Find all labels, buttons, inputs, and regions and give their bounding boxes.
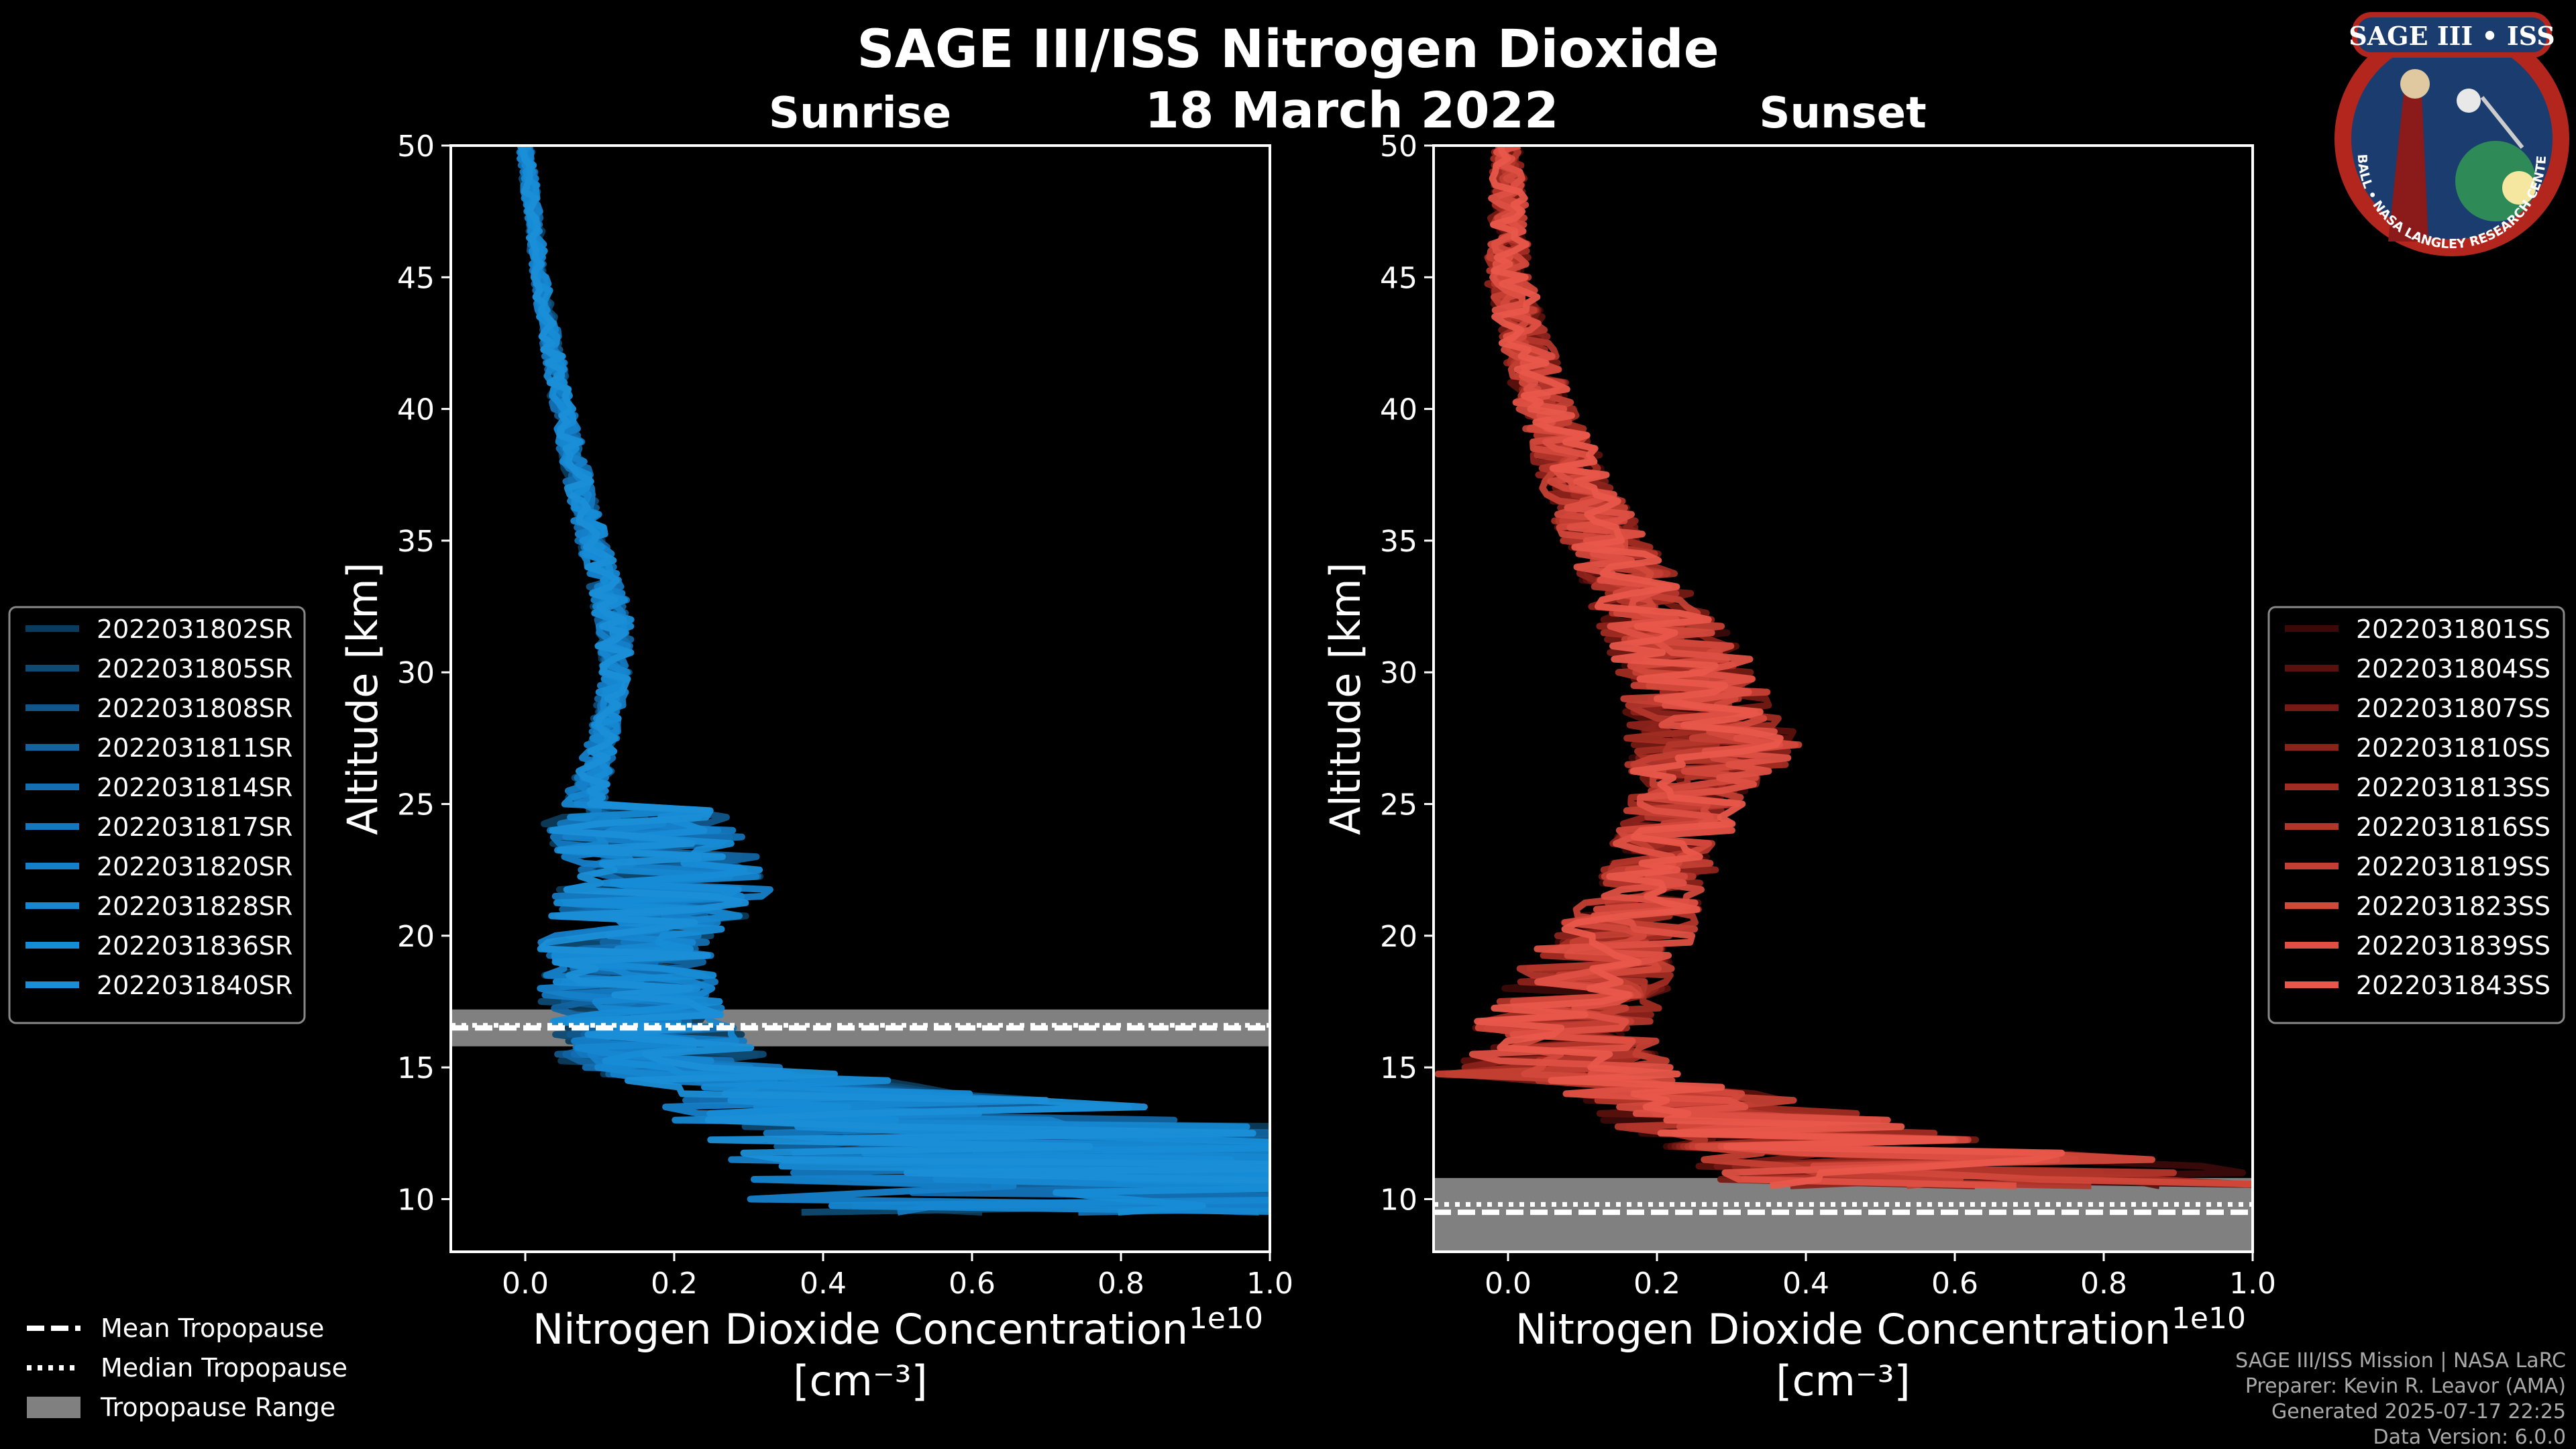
legend-label-2022031814SR: 2022031814SR — [97, 773, 292, 802]
x-axis-unit: [cm⁻³] — [793, 1356, 927, 1405]
credit-mission: SAGE III/ISS Mission | NASA LaRC — [2235, 1349, 2566, 1373]
legend-label-2022031820SR: 2022031820SR — [97, 852, 292, 881]
axes-frame — [449, 144, 1271, 1253]
sunrise-panel: 0.0 0.2 0.4 0.6 0.8 1.0 10 15 20 25 30 35 40 45 50 Sunr… — [8, 89, 1293, 1405]
tropopause-legend: Mean Tropopause Median Tropopause Tropop… — [27, 1313, 347, 1422]
legend-box — [2267, 606, 2565, 1024]
x-tick-label: 0.8 — [1097, 1267, 1144, 1301]
y-tick-label: 40 — [1380, 393, 1417, 427]
legend-range-label: Tropopause Range — [100, 1393, 335, 1422]
y-tick-label: 50 — [397, 129, 435, 164]
x-tick-label: 0.2 — [1633, 1267, 1680, 1301]
logo-figure — [2388, 80, 2428, 241]
x-tick-label: 0.8 — [2080, 1267, 2127, 1301]
y-tick-label: 35 — [1380, 525, 1417, 559]
series-legend: 2022031801SS 2022031804SS 2022031807SS 2022… — [2267, 606, 2565, 1024]
legend-label-2022031823SS: 2022031823SS — [2356, 892, 2551, 921]
legend-label-2022031817SR: 2022031817SR — [97, 812, 292, 842]
panel-title: Sunrise — [769, 89, 951, 138]
panel-title: Sunset — [1759, 89, 1926, 138]
logo-text: SAGE III • ISS — [2349, 21, 2555, 51]
profile-2022031840SR — [517, 146, 1270, 1184]
x-tick-label: 0.6 — [1931, 1267, 1978, 1301]
legend-label-2022031801SS: 2022031801SS — [2356, 614, 2551, 644]
x-tick-label: 0.0 — [1485, 1267, 1532, 1301]
legend-mean-label: Mean Tropopause — [101, 1313, 324, 1343]
x-tick-label: 1.0 — [2229, 1267, 2276, 1301]
profile-lines — [516, 146, 1270, 1216]
figure-title: SAGE III/ISS Nitrogen Dioxide — [857, 19, 1719, 80]
x-tick-label: 0.4 — [1782, 1267, 1829, 1301]
y-tick-label: 10 — [397, 1183, 435, 1217]
legend-label-2022031816SS: 2022031816SS — [2356, 812, 2551, 842]
y-tick-label: 45 — [397, 261, 435, 295]
legend-label-2022031808SR: 2022031808SR — [97, 694, 292, 723]
x-tick-label: 0.2 — [651, 1267, 698, 1301]
credit-version: Data Version: 6.0.0 — [2373, 1426, 2566, 1449]
sunset-panel: 0.0 0.2 0.4 0.6 0.8 1.0 10 15 20 25 30 35 40 45 50 Suns… — [1321, 89, 2565, 1405]
y-tick-label: 35 — [397, 525, 435, 559]
legend-label-2022031813SS: 2022031813SS — [2356, 773, 2551, 802]
x-axis-label: Nitrogen Dioxide Concentration — [533, 1305, 1188, 1354]
y-tick-label: 30 — [1380, 656, 1417, 690]
credit-generated: Generated 2025-07-17 22:25 — [2271, 1400, 2566, 1424]
y-tick-label: 25 — [1380, 788, 1417, 822]
y-tick-label: 25 — [397, 788, 435, 822]
legend-label-2022031802SR: 2022031802SR — [97, 614, 292, 644]
x-tick-label: 1.0 — [1246, 1267, 1293, 1301]
axes-frame — [1432, 144, 2254, 1253]
legend-label-2022031828SR: 2022031828SR — [97, 892, 292, 921]
y-tick-label: 50 — [1380, 129, 1417, 164]
y-tick-label: 20 — [397, 920, 435, 954]
legend-range-swatch — [27, 1397, 80, 1418]
credit-preparer: Preparer: Kevin R. Leavor (AMA) — [2245, 1375, 2566, 1398]
legend-label-2022031843SS: 2022031843SS — [2356, 971, 2551, 1000]
profile-2022031843SS — [1474, 146, 2065, 1189]
y-axis-label: Altitude [km] — [338, 562, 387, 835]
legend-label-2022031840SR: 2022031840SR — [97, 971, 292, 1000]
legend-label-2022031836SR: 2022031836SR — [97, 931, 292, 961]
legend-label-2022031811SR: 2022031811SR — [97, 733, 292, 763]
logo-iss — [2480, 96, 2524, 149]
x-scale-label: 1e10 — [2171, 1301, 2246, 1336]
y-axis-label: Altitude [km] — [1321, 562, 1370, 835]
x-axis-unit: [cm⁻³] — [1776, 1356, 1910, 1405]
y-tick-label: 15 — [1380, 1051, 1417, 1085]
y-tick-label: 45 — [1380, 261, 1417, 295]
x-tick-label: 0.0 — [502, 1267, 549, 1301]
profile-lines — [1434, 146, 2253, 1189]
legend-label-2022031807SS: 2022031807SS — [2356, 694, 2551, 723]
legend-label-2022031819SS: 2022031819SS — [2356, 852, 2551, 881]
series-legend: 2022031802SR 2022031805SR 2022031808SR 2022… — [8, 606, 306, 1024]
figure-date: 18 March 2022 — [1144, 82, 1558, 140]
logo-banner — [2352, 12, 2552, 58]
y-tick-label: 40 — [397, 393, 435, 427]
x-tick-label: 0.4 — [800, 1267, 847, 1301]
x-axis-label: Nitrogen Dioxide Concentration — [1515, 1305, 2171, 1354]
y-tick-label: 10 — [1380, 1183, 1417, 1217]
legend-label-2022031839SS: 2022031839SS — [2356, 931, 2551, 961]
y-tick-label: 15 — [397, 1051, 435, 1085]
legend-label-2022031804SS: 2022031804SS — [2356, 654, 2551, 684]
credits: SAGE III/ISS Mission | NASA LaRC Prepare… — [2235, 1349, 2566, 1449]
legend-median-label: Median Tropopause — [101, 1353, 347, 1383]
y-tick-label: 30 — [397, 656, 435, 690]
logo-sun — [2502, 171, 2536, 205]
legend-label-2022031810SS: 2022031810SS — [2356, 733, 2551, 763]
y-tick-label: 20 — [1380, 920, 1417, 954]
legend-label-2022031805SR: 2022031805SR — [97, 654, 292, 684]
x-scale-label: 1e10 — [1189, 1301, 1263, 1336]
logo-moon — [2457, 89, 2481, 113]
x-tick-label: 0.6 — [949, 1267, 996, 1301]
logo-figure-head — [2400, 69, 2430, 99]
legend-box — [8, 606, 306, 1024]
